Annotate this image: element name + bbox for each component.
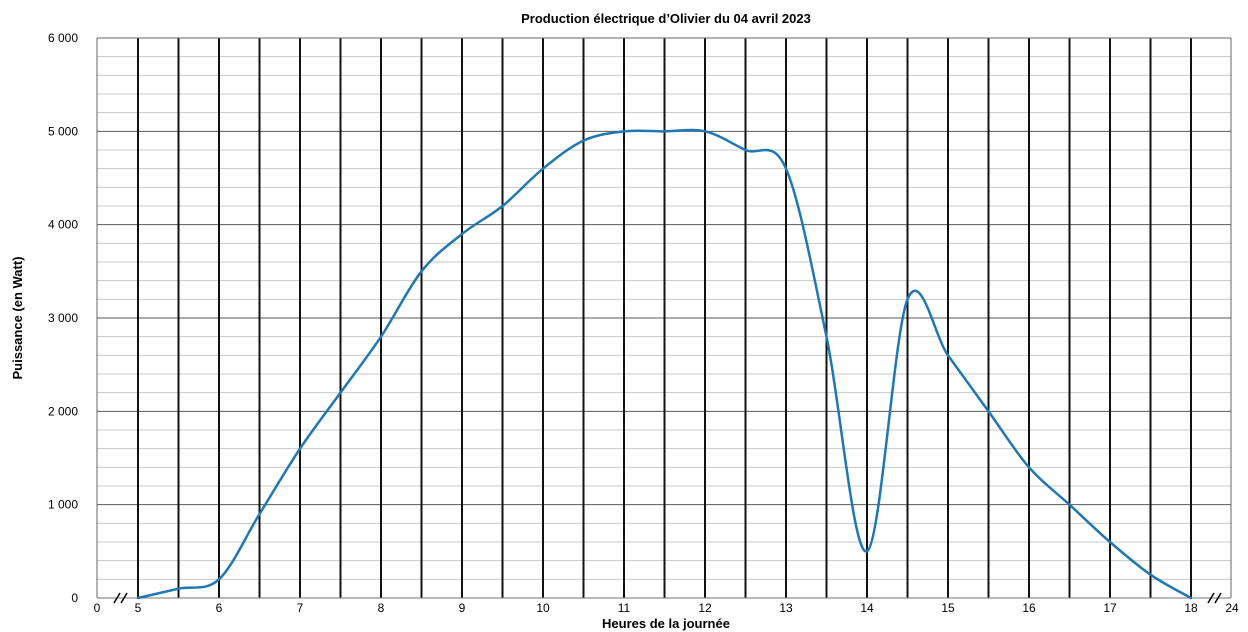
x-tick-label: 7 xyxy=(297,601,304,615)
data-point xyxy=(461,233,463,235)
y-tick-label: 4 000 xyxy=(48,218,78,232)
data-point xyxy=(501,205,503,207)
data-point xyxy=(542,167,544,169)
data-point xyxy=(987,410,989,412)
data-point xyxy=(137,597,139,599)
x-tick-label: 9 xyxy=(459,601,466,615)
data-point xyxy=(663,130,665,132)
data-point xyxy=(1149,573,1151,575)
data-point xyxy=(947,354,949,356)
data-point xyxy=(380,335,382,337)
y-tick-label: 5 000 xyxy=(48,124,78,138)
chart-title: Production électrique d’Olivier du 04 av… xyxy=(521,11,811,26)
x-tick-label: 17 xyxy=(1103,601,1117,615)
x-tick-label: 18 xyxy=(1184,601,1198,615)
y-axis-label: Puissance (en Watt) xyxy=(10,256,25,379)
x-tick-label: 13 xyxy=(779,601,793,615)
x-tick-label: 14 xyxy=(860,601,874,615)
data-point xyxy=(1109,541,1111,543)
data-point xyxy=(258,513,260,515)
x-axis-label: Heures de la journée xyxy=(602,616,730,631)
y-tick-label: 3 000 xyxy=(48,311,78,325)
data-point xyxy=(339,391,341,393)
x-tick-label: 5 xyxy=(135,601,142,615)
data-point xyxy=(582,139,584,141)
x-tick-label: 15 xyxy=(941,601,955,615)
data-point xyxy=(866,550,868,552)
x-tick-label: 11 xyxy=(618,601,631,615)
y-tick-label: 0 xyxy=(71,591,78,605)
x-tick-label: 6 xyxy=(216,601,223,615)
x-tick-labels: 5 6 7 8 9 10 11 12 13 14 15 16 17 18 0 24 xyxy=(94,601,1239,615)
x-axis-break-end-label: 24 xyxy=(1225,601,1239,615)
data-point xyxy=(1028,466,1030,468)
data-point xyxy=(704,130,706,132)
data-point xyxy=(1068,503,1070,505)
data-point xyxy=(906,298,908,300)
data-point xyxy=(177,587,179,589)
data-point xyxy=(785,167,787,169)
data-point xyxy=(1190,597,1192,599)
data-point xyxy=(623,130,625,132)
y-tick-label: 1 000 xyxy=(48,498,78,512)
y-tick-label: 2 000 xyxy=(48,404,78,418)
x-tick-label: 10 xyxy=(536,601,550,615)
data-point xyxy=(420,270,422,272)
x-axis-break-start-label: 0 xyxy=(94,601,101,615)
data-point xyxy=(825,335,827,337)
x-tick-label: 12 xyxy=(698,601,712,615)
data-point xyxy=(218,578,220,580)
data-point xyxy=(744,149,746,151)
y-tick-label: 6 000 xyxy=(48,31,78,45)
x-tick-label: 8 xyxy=(378,601,385,615)
y-tick-labels: 0 1 000 2 000 3 000 4 000 5 000 6 000 xyxy=(48,31,78,605)
x-tick-label: 16 xyxy=(1022,601,1036,615)
data-point xyxy=(299,447,301,449)
